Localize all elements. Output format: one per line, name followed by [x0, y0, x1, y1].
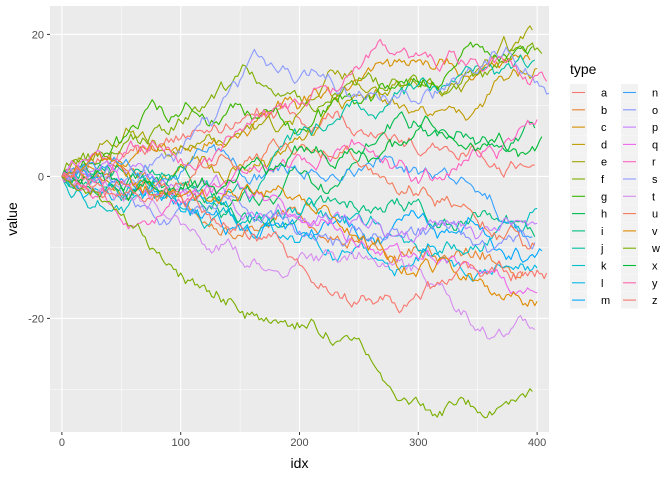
legend-label: j — [600, 243, 603, 255]
y-tick-label: 20 — [32, 29, 44, 41]
legend-label: n — [652, 88, 658, 100]
legend-title: type — [570, 61, 597, 77]
legend-label: z — [652, 295, 658, 307]
legend-label: f — [601, 174, 605, 186]
series-line-d — [61, 67, 538, 200]
series-line-p — [61, 160, 538, 243]
series-line-q — [61, 149, 538, 295]
y-axis-title: value — [4, 202, 20, 236]
legend-label: s — [652, 174, 658, 186]
x-tick-label: 300 — [409, 437, 427, 449]
x-tick-label: 0 — [59, 437, 65, 449]
series-line-c — [61, 54, 531, 183]
y-tick-label: 0 — [38, 171, 44, 183]
legend-label: g — [601, 191, 607, 203]
legend-label: l — [601, 278, 603, 290]
series-line-y — [61, 38, 548, 189]
series-line-z — [61, 167, 548, 314]
series-line-w — [61, 176, 533, 419]
legend-label: w — [651, 243, 660, 255]
legend-label: t — [652, 191, 655, 203]
legend-label: x — [652, 261, 658, 273]
series-lines — [61, 25, 550, 419]
y-tick-label: -20 — [28, 313, 44, 325]
x-tick-label: 200 — [290, 437, 308, 449]
series-line-o — [61, 166, 536, 253]
legend-label: y — [652, 278, 658, 290]
legend-label: a — [601, 88, 608, 100]
x-tick-label: 100 — [172, 437, 190, 449]
legend-label: b — [601, 105, 607, 117]
series-line-i — [61, 163, 536, 237]
series-line-j — [61, 54, 536, 203]
x-tick-label: 400 — [528, 437, 546, 449]
grid-lines — [50, 6, 549, 432]
legend-label: p — [652, 122, 658, 134]
legend-label: u — [652, 209, 658, 221]
series-line-n — [61, 143, 533, 239]
legend-label: v — [652, 226, 658, 238]
series-line-e — [61, 25, 533, 177]
series-line-s — [61, 46, 550, 187]
series-line-v — [61, 151, 538, 307]
legend-label: i — [601, 226, 603, 238]
legend-label: q — [652, 139, 658, 151]
legend-label: c — [601, 122, 607, 134]
legend-label: d — [601, 139, 607, 151]
series-line-x — [61, 115, 543, 202]
series-line-t — [61, 175, 536, 340]
axes: 0 100 200 300 400 -20 0 20 — [28, 29, 546, 449]
legend-label: o — [652, 105, 658, 117]
legend-label: k — [601, 261, 607, 273]
x-axis-title: idx — [291, 455, 309, 471]
legend-label: e — [601, 157, 607, 169]
series-line-r — [61, 119, 538, 230]
legend-label: r — [652, 157, 656, 169]
legend-label: m — [601, 295, 610, 307]
legend-label: h — [601, 209, 607, 221]
series-line-g — [61, 41, 533, 181]
